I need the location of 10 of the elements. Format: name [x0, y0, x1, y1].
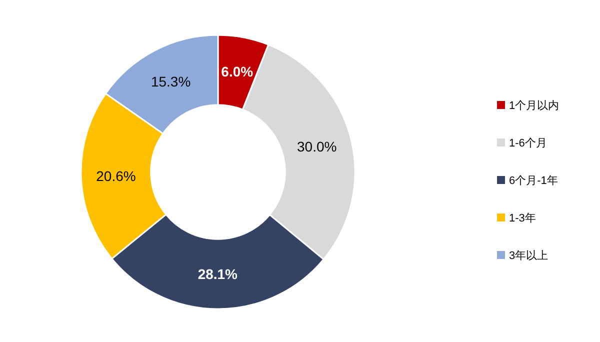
legend-label: 1-3年	[509, 212, 536, 224]
data-label: 6.0%	[221, 64, 254, 80]
legend-label: 3年以上	[509, 249, 548, 262]
legend-label: 6个月-1年	[509, 175, 558, 187]
legend-label: 1个月以内	[509, 99, 560, 112]
legend-label: 1-6个月	[509, 138, 547, 150]
data-label: 30.0%	[297, 138, 337, 155]
data-label: 20.6%	[96, 168, 136, 184]
data-label: 28.1%	[198, 266, 238, 282]
data-label: 15.3%	[150, 74, 191, 90]
